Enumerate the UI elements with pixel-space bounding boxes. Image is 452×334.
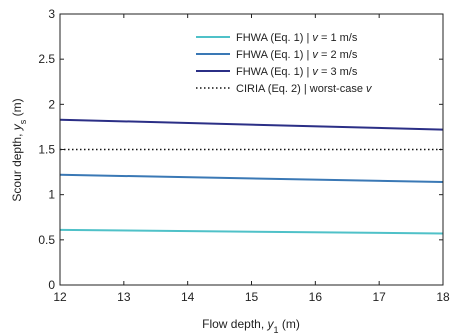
y-tick-label: 1.5 (38, 143, 55, 157)
y-tick-label: 2.5 (38, 52, 55, 66)
plot-frame (59, 13, 444, 286)
x-tick-label: 17 (372, 290, 386, 304)
series-line-1 (59, 228, 444, 235)
legend-label-3: FHWA (Eq. 1) | v = 3 m/s (236, 66, 358, 78)
plot-area (60, 14, 443, 285)
x-tick-label: 14 (181, 290, 195, 304)
x-tick-label: 16 (309, 290, 323, 304)
x-tick-label: 18 (436, 290, 450, 304)
tick-labels: 12 13 14 15 16 17 18 0 0.5 1 1.5 2 2.5 3 (38, 7, 450, 304)
legend: FHWA (Eq. 1) | v = 1 m/s FHWA (Eq. 1) | v… (196, 32, 373, 95)
x-tick-label: 15 (245, 290, 259, 304)
series-line-3 (59, 118, 444, 131)
series-lines (59, 118, 444, 235)
legend-label-4: CIRIA (Eq. 2) | worst-case v (236, 83, 373, 95)
x-tick-label: 12 (53, 290, 67, 304)
legend-label-2: FHWA (Eq. 1) | v = 2 m/s (236, 49, 358, 61)
series-line-2 (59, 173, 444, 184)
y-axis-label: Scour depth, ys (m) (10, 98, 28, 201)
y-tick-label: 0 (48, 278, 55, 292)
y-tick-label: 0.5 (38, 233, 55, 247)
legend-label-1: FHWA (Eq. 1) | v = 1 m/s (236, 32, 358, 44)
y-tick-label: 2 (48, 97, 55, 111)
x-axis-label: Flow depth, y1 (m) (202, 317, 300, 334)
y-tick-label: 1 (48, 188, 55, 202)
x-tick-label: 13 (117, 290, 131, 304)
y-tick-label: 3 (48, 7, 55, 21)
